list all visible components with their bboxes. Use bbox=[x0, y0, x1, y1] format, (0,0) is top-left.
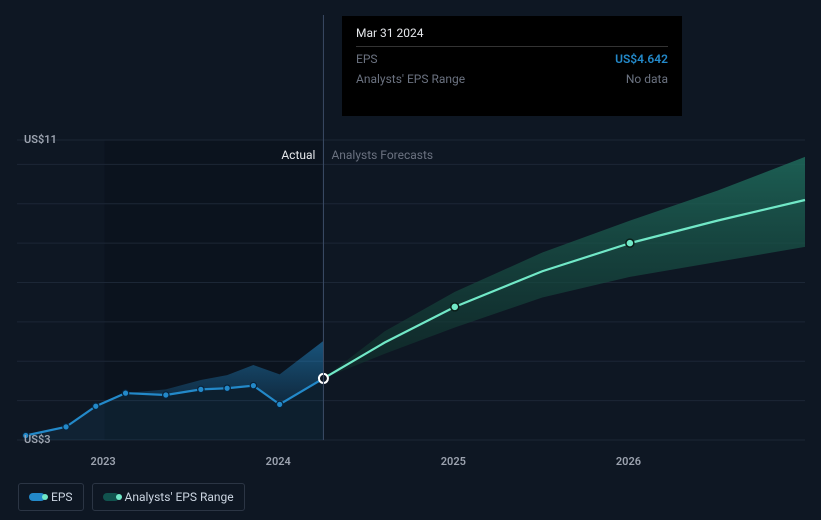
x-axis-label: 2026 bbox=[616, 455, 641, 468]
actual-marker bbox=[163, 392, 169, 398]
tooltip-divider bbox=[356, 46, 668, 47]
y-axis-label: US$11 bbox=[24, 133, 57, 146]
forecast-marker bbox=[451, 303, 459, 311]
legend-analysts-range[interactable]: Analysts' EPS Range bbox=[92, 483, 245, 511]
actual-marker bbox=[93, 403, 99, 409]
actual-marker bbox=[122, 390, 128, 396]
forecast-range-area bbox=[323, 157, 805, 379]
y-axis-label: US$3 bbox=[24, 433, 51, 446]
legend-swatch bbox=[29, 493, 45, 501]
x-axis-label: 2023 bbox=[91, 455, 116, 468]
legend-swatch bbox=[103, 493, 119, 501]
tooltip-row: Analysts' EPS Range No data bbox=[356, 69, 668, 89]
actual-marker bbox=[224, 385, 230, 391]
eps-forecast-chart: US$3 US$11 2023 2024 2025 2026 Actual Analysts … bbox=[0, 0, 821, 520]
tooltip-row-value: US$4.642 bbox=[615, 52, 668, 66]
legend-label: Analysts' EPS Range bbox=[125, 490, 234, 504]
section-label-actual: Actual bbox=[281, 148, 315, 162]
tooltip-row-label: Analysts' EPS Range bbox=[356, 72, 465, 86]
x-axis-label: 2024 bbox=[266, 455, 291, 468]
legend-dot bbox=[116, 494, 122, 500]
tooltip-row-value: No data bbox=[626, 72, 668, 86]
actual-marker bbox=[250, 382, 256, 388]
chart-legend: EPS Analysts' EPS Range bbox=[18, 483, 245, 511]
tooltip-date: Mar 31 2024 bbox=[356, 26, 668, 40]
tooltip-row: EPS US$4.642 bbox=[356, 49, 668, 69]
chart-tooltip: Mar 31 2024 EPS US$4.642 Analysts' EPS Rang… bbox=[342, 16, 682, 116]
actual-marker bbox=[198, 386, 204, 392]
legend-eps[interactable]: EPS bbox=[18, 483, 84, 511]
tooltip-row-label: EPS bbox=[356, 52, 378, 66]
x-axis-label: 2025 bbox=[441, 455, 466, 468]
actual-marker bbox=[63, 424, 69, 430]
legend-label: EPS bbox=[51, 490, 73, 504]
actual-marker bbox=[276, 401, 282, 407]
legend-dot bbox=[42, 494, 48, 500]
forecast-marker bbox=[626, 239, 634, 247]
section-label-forecasts: Analysts Forecasts bbox=[331, 148, 433, 162]
